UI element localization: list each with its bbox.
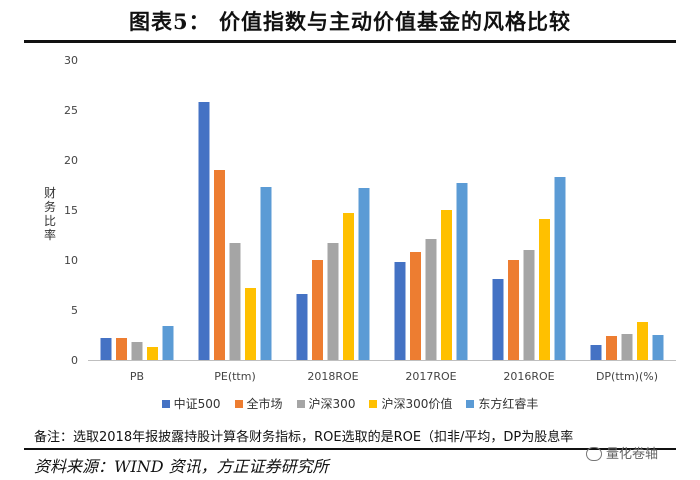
- bar: [441, 210, 452, 360]
- y-tick-label: 0: [71, 354, 78, 367]
- bar: [214, 170, 225, 360]
- bar: [637, 322, 648, 360]
- bar: [100, 338, 112, 360]
- bar: [147, 347, 158, 360]
- bar: [198, 102, 210, 360]
- bar: [343, 213, 354, 360]
- legend-swatch: [466, 400, 475, 408]
- bar: [456, 183, 468, 360]
- legend-swatch: [369, 400, 378, 408]
- bar: [116, 338, 127, 360]
- bar: [621, 334, 633, 360]
- bar-chart: 0 5 10 15 20 25 30 PB PE(ttm) 2018ROE 2017ROE 2016R…: [64, 54, 676, 383]
- y-tick-label: 5: [71, 304, 78, 317]
- bar: [523, 250, 535, 360]
- bar: [590, 345, 602, 360]
- y-tick-label: 30: [64, 54, 78, 67]
- footnote: 备注：选取2018年报披露持股计算各财务指标，ROE选取的是ROE（扣非/平均，…: [34, 430, 574, 445]
- bar: [410, 252, 421, 360]
- bar: [131, 342, 143, 360]
- bar: [394, 262, 406, 360]
- x-tick-label: 2016ROE: [503, 370, 554, 383]
- bar: [492, 279, 504, 360]
- y-tick-label: 20: [64, 154, 78, 167]
- legend-label: 沪深300: [308, 397, 356, 411]
- legend-label: 沪深300价值: [381, 397, 453, 411]
- legend-swatch: [296, 400, 305, 408]
- chat-bubble-icon: [586, 447, 602, 461]
- bar: [508, 260, 519, 360]
- y-tick-label: 15: [64, 204, 78, 217]
- x-tick-label: 2018ROE: [307, 370, 358, 383]
- bar: [260, 187, 272, 360]
- bar: [652, 335, 664, 360]
- bar: [245, 288, 256, 360]
- x-tick-label: DP(ttm)(%): [596, 370, 658, 383]
- legend-label: 全市场: [246, 397, 283, 411]
- y-tick-label: 25: [64, 104, 78, 117]
- title-divider: [24, 40, 676, 43]
- bar: [606, 336, 617, 360]
- watermark-text: 量化卷轴: [606, 447, 659, 462]
- bar: [554, 177, 566, 360]
- bar: [229, 243, 241, 360]
- source-line: 资料来源：WIND 资讯，方正证券研究所: [34, 457, 329, 476]
- legend-swatch: [234, 400, 243, 408]
- legend-label: 中证500: [173, 397, 221, 411]
- x-tick-label: 2017ROE: [405, 370, 456, 383]
- bar: [358, 188, 370, 360]
- legend-item: 沪深300: [296, 395, 356, 412]
- x-tick-label: PB: [130, 370, 144, 383]
- watermark: 量化卷轴: [586, 443, 658, 462]
- legend-item: 全市场: [234, 395, 283, 412]
- footer-divider: [24, 448, 676, 450]
- legend-label: 东方红睿丰: [478, 397, 539, 411]
- y-axis-label: 财务比率: [44, 186, 57, 242]
- legend: 中证500 全市场 沪深300 沪深300价值 东方红睿丰: [0, 395, 700, 412]
- y-tick-label: 10: [64, 254, 78, 267]
- chart-title: 图表5： 价值指数与主动价值基金的风格比较: [129, 9, 571, 34]
- legend-item: 沪深300价值: [369, 395, 452, 412]
- bar: [162, 326, 174, 360]
- legend-swatch: [161, 400, 170, 408]
- x-tick-label: PE(ttm): [214, 370, 256, 383]
- bar: [539, 219, 550, 360]
- legend-item: 中证500: [161, 395, 221, 412]
- bar: [327, 243, 339, 360]
- bar: [312, 260, 323, 360]
- bar: [425, 239, 437, 360]
- legend-item: 东方红睿丰: [466, 395, 538, 412]
- bar: [296, 294, 308, 360]
